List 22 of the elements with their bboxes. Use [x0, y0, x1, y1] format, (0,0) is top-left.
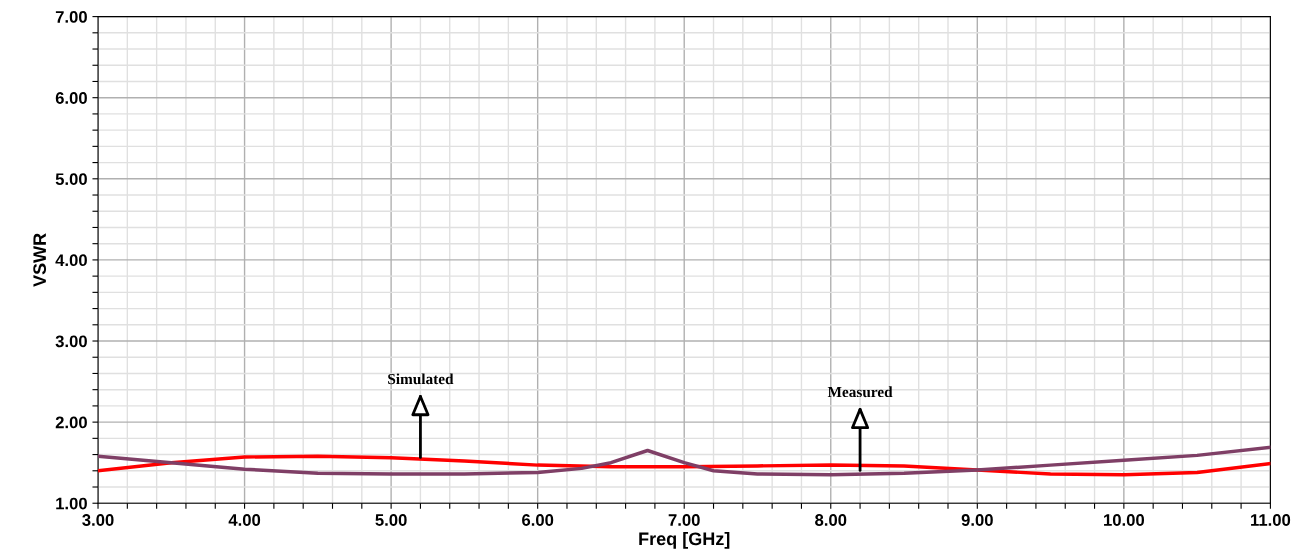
annotation: Measured [827, 386, 893, 398]
x-tick-label: 10.00 [1104, 514, 1145, 526]
y-tick-label: 3.00 [55, 335, 87, 348]
x-tick-label: 11.00 [1251, 514, 1291, 526]
line-series [98, 454, 1271, 477]
x-tick-label: 5.00 [375, 514, 407, 526]
x-tick-label: 4.00 [228, 514, 261, 526]
x-tick-label: 9.00 [961, 514, 993, 526]
annotation: Simulated [388, 373, 454, 385]
y-tick-label: 4.00 [55, 254, 87, 267]
y-axis-title: VSWR [33, 233, 47, 287]
x-axis-title: Freq [GHz] [639, 531, 730, 549]
y-tick-label: 7.00 [55, 10, 87, 23]
line-series [98, 445, 1271, 477]
y-tick-label: 1.00 [56, 497, 87, 510]
y-tick-label: 5.00 [55, 173, 87, 186]
x-tick-label: 3.00 [82, 514, 114, 526]
x-tick-label: 6.00 [522, 514, 554, 526]
y-tick-label: 6.00 [55, 92, 87, 104]
x-tick-label: 8.00 [815, 514, 847, 526]
y-tick-label: 2.00 [55, 416, 87, 429]
x-tick-label: 7.00 [668, 514, 700, 526]
